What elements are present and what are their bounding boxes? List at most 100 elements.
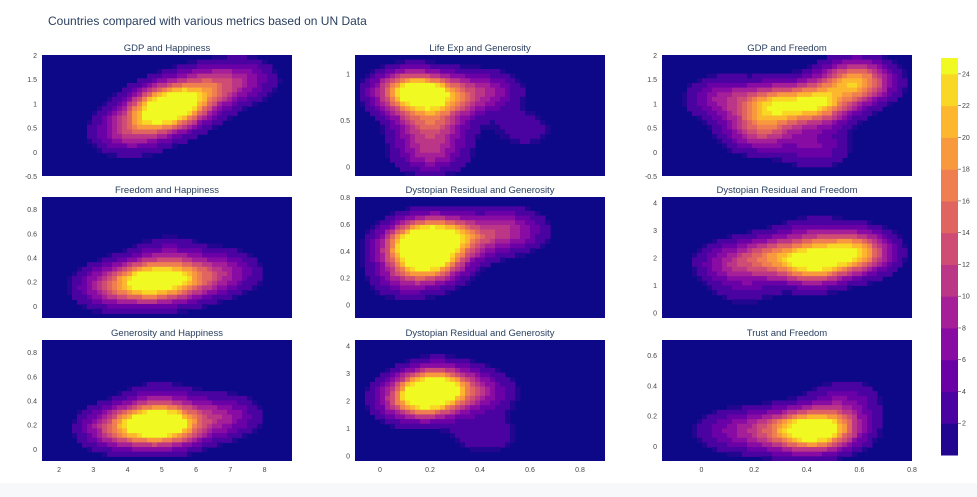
- density-cell: [852, 271, 858, 277]
- density-cell: [92, 285, 98, 291]
- density-cell: [202, 129, 208, 135]
- density-cell: [435, 238, 441, 245]
- density-cell: [475, 115, 481, 121]
- density-cell: [742, 262, 748, 268]
- density-cell: [882, 248, 888, 254]
- density-cell: [862, 262, 868, 268]
- density-cell: [207, 294, 213, 300]
- density-cell: [530, 224, 536, 231]
- density-cell: [862, 64, 868, 70]
- density-cell: [812, 252, 818, 259]
- density-cell: [772, 106, 778, 112]
- density-cell: [460, 134, 466, 140]
- density-cell: [792, 248, 798, 254]
- density-cell: [455, 428, 461, 434]
- density-cell: [470, 414, 476, 420]
- density-cell: [182, 405, 188, 411]
- density-cell: [192, 129, 198, 135]
- density-cell: [87, 290, 93, 296]
- density-cell: [707, 101, 713, 107]
- density-cell: [892, 87, 898, 93]
- density-cell: [510, 101, 516, 107]
- density-cell: [400, 238, 406, 245]
- density-cell: [767, 143, 773, 149]
- density-cell: [380, 243, 386, 249]
- density-cell: [535, 210, 541, 217]
- density-cell: [87, 414, 93, 420]
- density-cell: [435, 64, 441, 70]
- density-cell: [797, 229, 803, 235]
- density-cell: [842, 428, 848, 434]
- density-cell: [837, 134, 843, 140]
- density-cell: [777, 96, 783, 103]
- density-cell: [440, 381, 446, 388]
- density-cell: [742, 152, 748, 158]
- density-cell: [827, 285, 833, 291]
- density-cell: [267, 64, 273, 70]
- density-cell: [227, 87, 233, 93]
- density-cell: [877, 252, 883, 259]
- density-cell: [445, 68, 451, 75]
- density-cell: [887, 64, 893, 70]
- density-cell: [410, 252, 416, 259]
- density-cell: [732, 134, 738, 140]
- density-cell: [400, 220, 406, 226]
- density-cell: [837, 78, 843, 84]
- density-cell: [435, 152, 441, 158]
- density-cell: [807, 129, 813, 135]
- density-cell: [535, 215, 541, 221]
- density-cell: [400, 166, 406, 172]
- density-cell: [852, 433, 858, 439]
- density-cell: [157, 437, 163, 443]
- density-cell: [142, 96, 148, 103]
- density-cell: [827, 224, 833, 231]
- density-cell: [107, 442, 113, 448]
- density-cell: [132, 414, 138, 420]
- density-cell: [722, 409, 728, 416]
- density-cell: [485, 257, 491, 263]
- density-cell: [400, 280, 406, 287]
- density-cell: [425, 220, 431, 226]
- density-cell: [430, 358, 436, 364]
- density-cell: [802, 224, 808, 231]
- density-cell: [415, 82, 421, 89]
- density-cell: [182, 96, 188, 103]
- density-cell: [450, 171, 456, 176]
- y-tick-label: 2: [653, 53, 657, 60]
- density-cell: [767, 419, 773, 425]
- density-cell: [425, 101, 431, 107]
- density-cell: [420, 280, 426, 287]
- density-cell: [430, 96, 436, 103]
- density-cell: [172, 451, 178, 457]
- density-cell: [817, 433, 823, 439]
- density-cell: [182, 437, 188, 443]
- density-cell: [207, 433, 213, 439]
- density-cell: [430, 294, 436, 300]
- density-cell: [465, 395, 471, 402]
- density-cell: [752, 234, 758, 240]
- density-cell: [420, 229, 426, 235]
- density-cell: [757, 266, 763, 273]
- density-cell: [445, 248, 451, 254]
- density-cell: [772, 456, 778, 461]
- density-cell: [807, 229, 813, 235]
- density-cell: [425, 87, 431, 93]
- density-cell: [415, 215, 421, 221]
- density-cell: [847, 73, 853, 79]
- density-cell: [162, 381, 168, 388]
- density-cell: [365, 106, 371, 112]
- y-tick-label: 2: [653, 256, 657, 263]
- density-cell: [132, 248, 138, 254]
- density-cell: [197, 437, 203, 443]
- density-cell: [172, 428, 178, 434]
- density-cell: [460, 129, 466, 135]
- density-cell: [365, 73, 371, 79]
- density-cell: [172, 304, 178, 310]
- density-cell: [132, 386, 138, 392]
- density-cell: [137, 134, 143, 140]
- density-cell: [445, 372, 451, 378]
- density-cell: [772, 451, 778, 457]
- density-cell: [217, 391, 223, 397]
- density-cell: [132, 423, 138, 430]
- density-cell: [127, 129, 133, 135]
